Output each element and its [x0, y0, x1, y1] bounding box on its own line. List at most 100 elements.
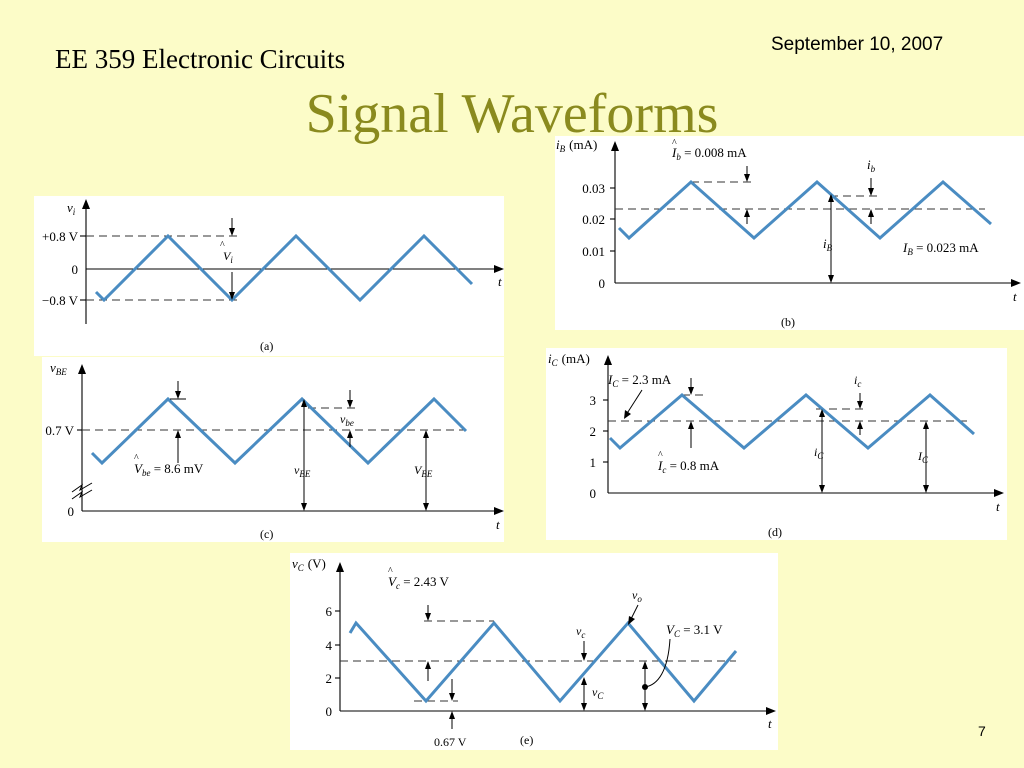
arrowhead	[923, 485, 929, 493]
panel-caption: (b)	[781, 315, 795, 329]
signal-waveform	[90, 396, 468, 466]
dc-label: VC = 3.1 V	[666, 622, 723, 639]
tick-label: 0.03	[582, 181, 605, 196]
ac-label: ib	[867, 157, 876, 174]
arrowhead	[857, 421, 863, 429]
arrowhead	[628, 616, 635, 625]
x-axis-arrow	[494, 507, 504, 515]
arrowhead	[425, 661, 431, 669]
y-axis-label: vC (V)	[292, 556, 326, 573]
y-axis-label: vi	[67, 200, 76, 217]
arrowhead	[688, 421, 694, 429]
x-axis-label: t	[1013, 289, 1017, 304]
y-axis-label: iB (mA)	[556, 137, 597, 154]
panel-c-diagram: vBE 0.7 V 0 t Vbe = 8.6 mV ^ vbe vBE VBE…	[45, 360, 504, 541]
amplitude-label: Ib = 0.008 mA	[671, 145, 747, 162]
dc-label: IB = 0.023 mA	[902, 240, 979, 257]
signal-waveform	[617, 179, 992, 241]
dc-label: VBE	[414, 463, 433, 479]
arrowhead	[828, 275, 834, 283]
signal-waveform	[348, 620, 738, 704]
hat-mark: ^	[672, 138, 677, 149]
tick-label: 0	[326, 704, 333, 719]
arrowhead	[828, 194, 834, 202]
panel-caption: (e)	[520, 733, 533, 747]
arrowhead	[449, 693, 455, 701]
hat-mark: ^	[658, 450, 663, 461]
arrowhead	[868, 188, 874, 196]
arrowhead	[423, 430, 429, 438]
arrowhead	[425, 613, 431, 621]
arrowhead	[744, 209, 750, 217]
x-axis-arrow	[766, 707, 776, 715]
waveform-panel-d: iC (mA) 3 2 1 0 t IC = 2.3 mA Ic = 0.8 mA…	[546, 348, 1007, 540]
amplitude-label: Vbe = 8.6 mV	[134, 461, 204, 478]
tick-label-zero: 0	[68, 504, 75, 519]
slide-date: September 10, 2007	[771, 34, 944, 55]
panel-b-diagram: iB (mA) 0.03 0.02 0.01 0 t Ib = 0.008 mA …	[556, 137, 1021, 329]
tick-label-dc: 0.7 V	[45, 423, 74, 438]
arrowhead	[923, 421, 929, 429]
y-axis-arrow	[604, 355, 612, 365]
arrowhead	[581, 703, 587, 711]
tick-label: 4	[326, 638, 333, 653]
total-label: vC	[592, 685, 604, 701]
dc-label: IC = 2.3 mA	[607, 372, 672, 389]
x-axis-label: t	[496, 517, 500, 532]
dc-pointer-dot	[642, 684, 648, 690]
hat-mark: ^	[134, 453, 139, 464]
arrowhead	[301, 503, 307, 511]
tick-label: 0.01	[582, 244, 605, 259]
arrowhead	[642, 661, 648, 669]
arrowhead	[642, 703, 648, 711]
tick-label: 1	[590, 455, 597, 470]
arrowhead	[819, 409, 825, 417]
waveform-panel-b: iB (mA) 0.03 0.02 0.01 0 t Ib = 0.008 mA …	[555, 136, 1024, 330]
dc-pointer-curve	[644, 638, 671, 688]
tick-label: 0.02	[582, 212, 605, 227]
panel-caption: (a)	[260, 339, 273, 353]
tick-label: 2	[326, 671, 333, 686]
hat-mark: ^	[220, 240, 225, 251]
ac-label: vbe	[340, 412, 354, 428]
arrowhead	[229, 292, 235, 300]
axis-break-mark	[71, 482, 93, 500]
x-axis-label: t	[996, 499, 1000, 514]
x-axis-arrow	[494, 265, 504, 273]
arrowhead	[449, 711, 455, 719]
total-label: vBE	[294, 463, 311, 479]
arrowhead	[423, 503, 429, 511]
tick-label: 0	[590, 486, 597, 501]
dc2-label: IC	[917, 449, 929, 465]
arrowhead	[624, 410, 631, 419]
arrowhead	[581, 653, 587, 661]
arrowhead	[581, 677, 587, 685]
y-axis-arrow	[336, 562, 344, 572]
waveform-panel-c: vBE 0.7 V 0 t Vbe = 8.6 mV ^ vbe vBE VBE…	[42, 357, 504, 542]
arrowhead	[688, 387, 694, 395]
min-label: 0.67 V	[434, 735, 467, 749]
amplitude-label: Vc = 2.43 V	[388, 574, 450, 591]
amplitude-label: Ic = 0.8 mA	[657, 458, 720, 475]
arrowhead	[301, 399, 307, 407]
y-axis-label: vBE	[50, 360, 67, 377]
signal-waveform	[608, 393, 975, 451]
arrowhead	[868, 209, 874, 217]
arrowhead	[347, 430, 353, 438]
arrowhead	[857, 401, 863, 409]
tick-label: 2	[590, 424, 597, 439]
dc-pointer	[625, 389, 643, 416]
tick-label-pos: +0.8 V	[42, 229, 79, 244]
y-axis-arrow	[611, 141, 619, 151]
ac-label: ic	[854, 373, 861, 389]
y-axis-label: iC (mA)	[548, 351, 590, 368]
arrowhead	[229, 228, 235, 236]
tick-label: 3	[590, 393, 597, 408]
tick-label-neg: −0.8 V	[42, 293, 79, 308]
arrowhead	[744, 174, 750, 182]
tick-label: 6	[326, 604, 333, 619]
waveform-panel-a: vi +0.8 V 0 −0.8 V t Vi ^ (a)	[34, 196, 504, 356]
signal-waveform	[94, 233, 474, 303]
y-axis-arrow	[78, 364, 86, 374]
panel-caption: (c)	[260, 527, 273, 541]
